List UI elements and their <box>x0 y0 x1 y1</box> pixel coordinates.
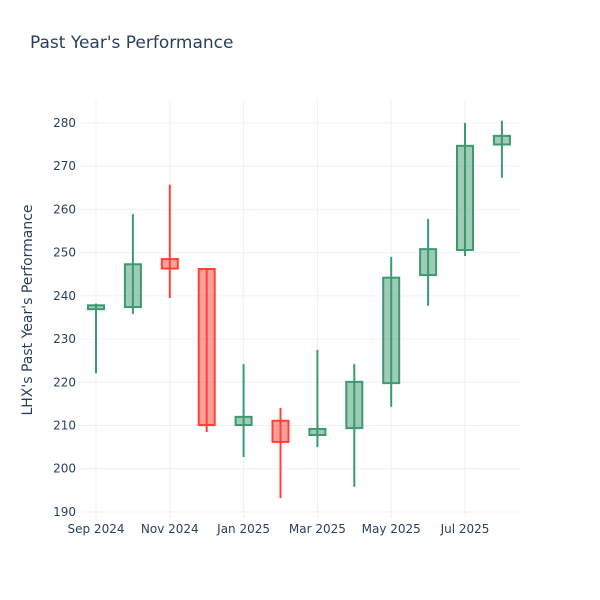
candle <box>87 303 105 374</box>
candle-body <box>456 144 474 251</box>
x-tick-label: Mar 2025 <box>289 522 346 536</box>
candle-body <box>492 134 511 146</box>
candle <box>123 214 142 314</box>
chart-title: Past Year's Performance <box>30 33 234 53</box>
grid <box>78 100 520 518</box>
candle-body <box>382 276 401 385</box>
candle <box>271 407 290 499</box>
candle <box>160 184 179 298</box>
x-tick-label: Nov 2024 <box>141 522 199 536</box>
x-tick-label: Jan 2025 <box>216 522 270 536</box>
candle <box>345 364 364 487</box>
candle <box>419 218 438 306</box>
y-axis-label: LHX's Past Year's Performance <box>20 204 36 415</box>
y-tick-label: 250 <box>53 246 76 260</box>
candle <box>492 120 511 178</box>
candle-body <box>87 304 105 311</box>
candle-body <box>234 415 253 427</box>
candle <box>234 364 253 458</box>
y-tick-label: 190 <box>53 505 76 519</box>
candle-body <box>123 263 142 309</box>
candles <box>87 120 511 499</box>
candle <box>197 268 216 432</box>
x-tick-label: Sep 2024 <box>68 522 125 536</box>
candle-body <box>345 380 364 430</box>
y-tick-label: 220 <box>53 375 76 389</box>
candle-body <box>308 427 327 437</box>
y-tick-label: 280 <box>53 116 76 130</box>
y-tick-label: 260 <box>53 202 76 216</box>
candle <box>456 122 474 257</box>
x-tick-label: May 2025 <box>362 522 421 536</box>
axes: 190 200 210 220 230 240 250 260 270 280 Sep 2024 No… <box>53 116 489 536</box>
y-tick-label: 200 <box>53 462 76 476</box>
candle-body <box>271 419 290 443</box>
x-tick-label: Jul 2025 <box>440 522 490 536</box>
candle <box>382 256 401 407</box>
candle-body <box>419 248 438 277</box>
candle <box>308 349 327 448</box>
y-tick-label: 240 <box>53 289 76 303</box>
candle-body <box>197 268 216 427</box>
candle-body <box>160 258 179 270</box>
y-tick-label: 230 <box>53 332 76 346</box>
y-tick-label: 210 <box>53 418 76 432</box>
y-tick-label: 270 <box>53 159 76 173</box>
